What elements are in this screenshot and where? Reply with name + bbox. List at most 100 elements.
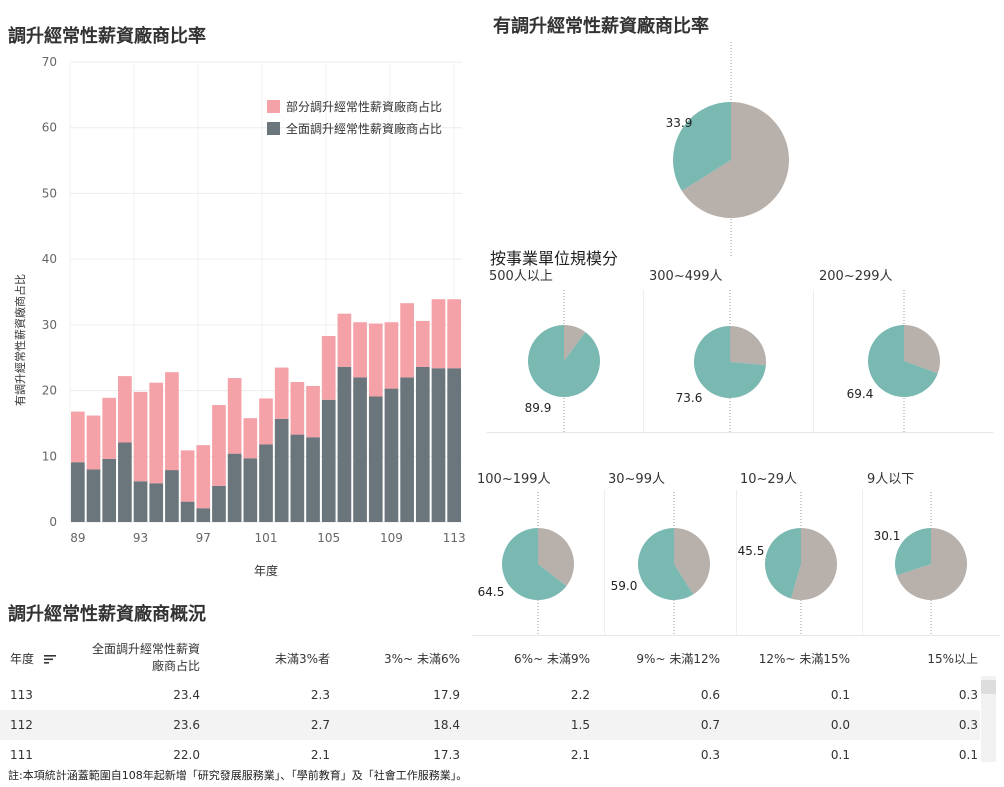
pie-slice-raised[interactable] [638,528,694,600]
bar-partial[interactable] [118,376,132,443]
pie-slice-other[interactable] [681,102,789,218]
pie-slice-raised[interactable] [895,528,931,576]
bar-full[interactable] [118,442,132,522]
pie-slice-other[interactable] [538,528,574,587]
bar-partial[interactable] [165,372,179,471]
summary-table: 年度 全面調升經常性薪資 廠商占比 未滿3%者 3%~ 未滿6% 6%~ 未滿9… [0,636,1004,770]
pie-slice-raised[interactable] [694,326,766,398]
bar-full[interactable] [353,377,367,522]
pie-slice-other[interactable] [564,325,586,361]
bar-full[interactable] [337,366,352,522]
pie-slice-raised[interactable] [765,528,801,599]
bar-full[interactable] [274,418,289,522]
panel-divider [487,432,993,433]
bar-partial[interactable] [71,411,85,463]
bar-full[interactable] [227,453,242,522]
pie-slice-other[interactable] [790,528,837,600]
bar-full[interactable] [102,458,117,522]
bar-full[interactable] [290,434,305,522]
pie-slice-other[interactable] [896,528,967,600]
bar-partial[interactable] [400,303,414,378]
legend-swatch-full [267,121,280,135]
pie-slice-raised[interactable] [501,528,567,600]
x-tick-label: 93 [133,531,148,545]
legend-item-partial[interactable]: 部分調升經常性薪資廠商占比 [267,95,442,117]
bar-full[interactable] [149,483,164,522]
pie-slice-other[interactable] [730,326,766,366]
header-12-15[interactable]: 12%~ 未滿15% [758,652,850,666]
bar-partial[interactable] [149,382,164,484]
y-tick-label: 20 [42,384,57,398]
pie-category-label: 10~29人 [740,472,797,487]
bar-full[interactable] [368,396,383,522]
bar-full[interactable] [196,508,211,522]
pie-slice-raised[interactable] [868,325,938,397]
pie-slice-other[interactable] [904,324,941,374]
bar-full[interactable] [180,501,195,522]
pie-value-label: 89.9 [525,401,552,415]
bar-full[interactable] [71,462,85,522]
bar-partial[interactable] [243,418,258,459]
bar-full[interactable] [259,444,273,522]
bar-full[interactable] [306,437,320,522]
pie-slice-raised[interactable] [527,325,600,397]
panel-divider [604,490,605,635]
x-tick-label: 109 [380,531,403,545]
bar-partial[interactable] [431,299,446,369]
size-section-title: 按事業單位規模分 [490,249,619,268]
bar-partial[interactable] [212,405,226,486]
header-full-rate[interactable]: 全面調升經常性薪資 廠商占比 [60,640,200,674]
legend-item-full[interactable]: 全面調升經常性薪資廠商占比 [267,117,442,139]
bar-full[interactable] [321,399,336,522]
bar-full[interactable] [415,366,430,522]
pie-slice-raised[interactable] [672,102,731,191]
table-scrollbar[interactable] [981,676,996,762]
header-15-plus[interactable]: 15%以上 [927,652,978,666]
table-row[interactable]: 111 22.0 2.1 17.3 2.1 0.3 0.1 0.1 [0,740,980,770]
bar-partial[interactable] [447,299,461,369]
table-row[interactable]: 112 23.6 2.7 18.4 1.5 0.7 0.0 0.3 [0,710,980,740]
header-9-12[interactable]: 9%~ 未滿12% [636,652,720,666]
bar-full[interactable] [86,469,101,522]
bar-partial[interactable] [384,322,399,389]
panel-divider [813,290,814,433]
pie-category-label: 200~299人 [819,269,893,284]
bar-full[interactable] [400,377,414,522]
bar-full[interactable] [243,458,258,522]
bar-partial[interactable] [368,323,383,397]
bar-partial[interactable] [274,367,289,419]
bar-full[interactable] [133,481,148,522]
bar-full[interactable] [165,470,179,522]
bar-partial[interactable] [290,382,305,435]
bar-full[interactable] [431,368,446,522]
bar-full[interactable] [447,368,461,522]
bar-partial[interactable] [227,378,242,454]
bar-partial[interactable] [259,398,273,445]
bar-partial[interactable] [415,320,430,367]
panel-divider [472,635,1000,636]
legend[interactable]: 部分調升經常性薪資廠商占比 全面調升經常性薪資廠商占比 [267,95,442,139]
cell-value: 18.4 [433,718,460,732]
bar-partial[interactable] [353,322,367,378]
y-tick-label: 70 [42,55,57,69]
scrollbar-thumb[interactable] [981,680,996,694]
x-axis-label: 年度 [254,563,278,578]
cell-value: 2.1 [310,748,330,762]
table-row[interactable]: 113 23.4 2.3 17.9 2.2 0.6 0.1 0.3 [0,680,980,710]
header-6-9[interactable]: 6%~ 未滿9% [514,652,590,666]
bar-partial[interactable] [86,415,101,470]
pie-slice-other[interactable] [674,528,711,595]
bar-partial[interactable] [321,336,336,400]
bar-partial[interactable] [133,391,148,482]
sort-icon[interactable] [43,653,56,667]
bar-full[interactable] [384,388,399,522]
bar-partial[interactable] [102,397,117,459]
bar-partial[interactable] [306,385,320,438]
bar-partial[interactable] [180,450,195,502]
bar-partial[interactable] [337,313,352,367]
bar-full[interactable] [212,485,226,522]
header-3-6[interactable]: 3%~ 未滿6% [384,652,460,666]
header-under-3[interactable]: 未滿3%者 [274,652,330,666]
header-year[interactable]: 年度 [10,650,56,667]
bar-partial[interactable] [196,445,211,509]
